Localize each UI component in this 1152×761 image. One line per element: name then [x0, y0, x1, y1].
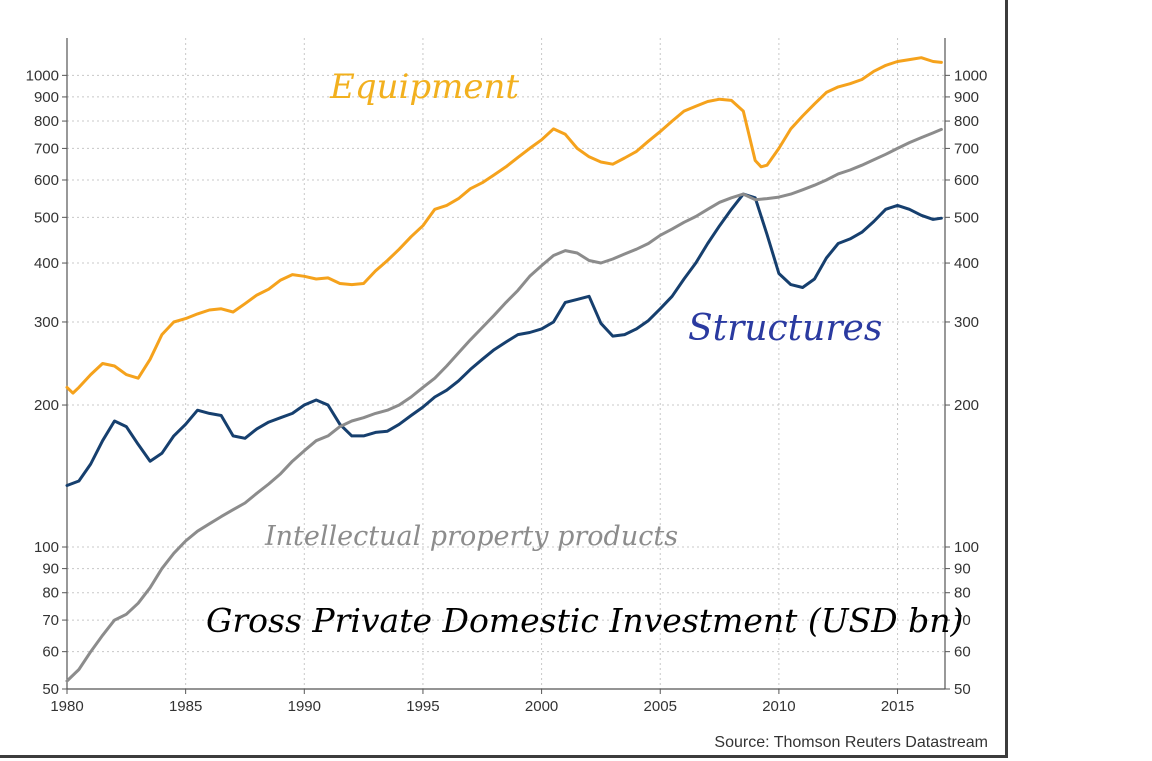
y-tick-label-left: 300	[34, 314, 59, 331]
y-tick-label-left: 1000	[26, 67, 59, 84]
y-tick-label-right: 800	[954, 113, 979, 130]
y-tick-label-right: 600	[954, 172, 979, 189]
y-tick-label-left: 70	[42, 612, 59, 629]
y-tick-label-right: 500	[954, 209, 979, 226]
y-tick-label-left: 80	[42, 585, 59, 602]
tick-labels: 1000 900 800 700 600 500 400 300 200 100 90 80 70 60 5…	[26, 67, 988, 715]
y-tick-label-left: 60	[42, 644, 59, 661]
x-tick-label: 1995	[406, 698, 439, 715]
y-tick-label-left: 600	[34, 172, 59, 189]
y-tick-label-right: 90	[954, 561, 971, 578]
gridlines	[66, 38, 945, 690]
y-tick-label-right: 60	[954, 644, 971, 661]
y-tick-label-right: 100	[954, 539, 979, 556]
x-tick-label: 1980	[50, 698, 83, 715]
chart-title: Gross Private Domestic Investment (USD b…	[206, 601, 963, 640]
intellectual-property-series-line	[65, 127, 943, 683]
y-tick-label-left: 900	[34, 89, 59, 106]
annotation-intellectual-property: Intellectual property products	[264, 521, 678, 552]
series-lines	[65, 56, 943, 683]
x-tick-label: 2005	[644, 698, 677, 715]
x-tick-label: 2015	[881, 698, 914, 715]
y-tick-label-left: 800	[34, 113, 59, 130]
x-tick-label: 2000	[525, 698, 558, 715]
y-tick-label-right: 400	[954, 255, 979, 272]
y-tick-label-left: 100	[34, 539, 59, 556]
y-tick-label-left: 700	[34, 140, 59, 157]
y-tick-label-right: 900	[954, 89, 979, 106]
structures-series-line	[65, 192, 943, 487]
source-label: Source: Thomson Reuters Datastream	[714, 734, 988, 751]
y-tick-label-left: 90	[42, 561, 59, 578]
y-tick-label-left: 50	[42, 681, 59, 698]
annotation-structures: Structures	[688, 308, 882, 349]
x-tick-label: 1990	[288, 698, 321, 715]
y-tick-label-right: 80	[954, 585, 971, 602]
y-tick-label-right: 50	[954, 681, 971, 698]
y-tick-label-right: 1000	[954, 67, 987, 84]
y-tick-label-right: 700	[954, 140, 979, 157]
y-tick-label-right: 70	[954, 612, 971, 629]
x-tick-label: 1985	[169, 698, 202, 715]
chart-frame: 1000 900 800 700 600 500 400 300 200 100 90 80 70 60 5…	[0, 0, 1008, 758]
equipment-series-line	[65, 56, 943, 395]
x-tick-label: 2010	[762, 698, 795, 715]
y-tick-label-right: 300	[954, 314, 979, 331]
y-tick-label-left: 200	[34, 397, 59, 414]
axes	[62, 38, 950, 694]
y-tick-label-left: 400	[34, 255, 59, 272]
annotation-equipment: Equipment	[329, 67, 519, 107]
y-tick-label-left: 500	[34, 209, 59, 226]
y-tick-label-right: 200	[954, 397, 979, 414]
